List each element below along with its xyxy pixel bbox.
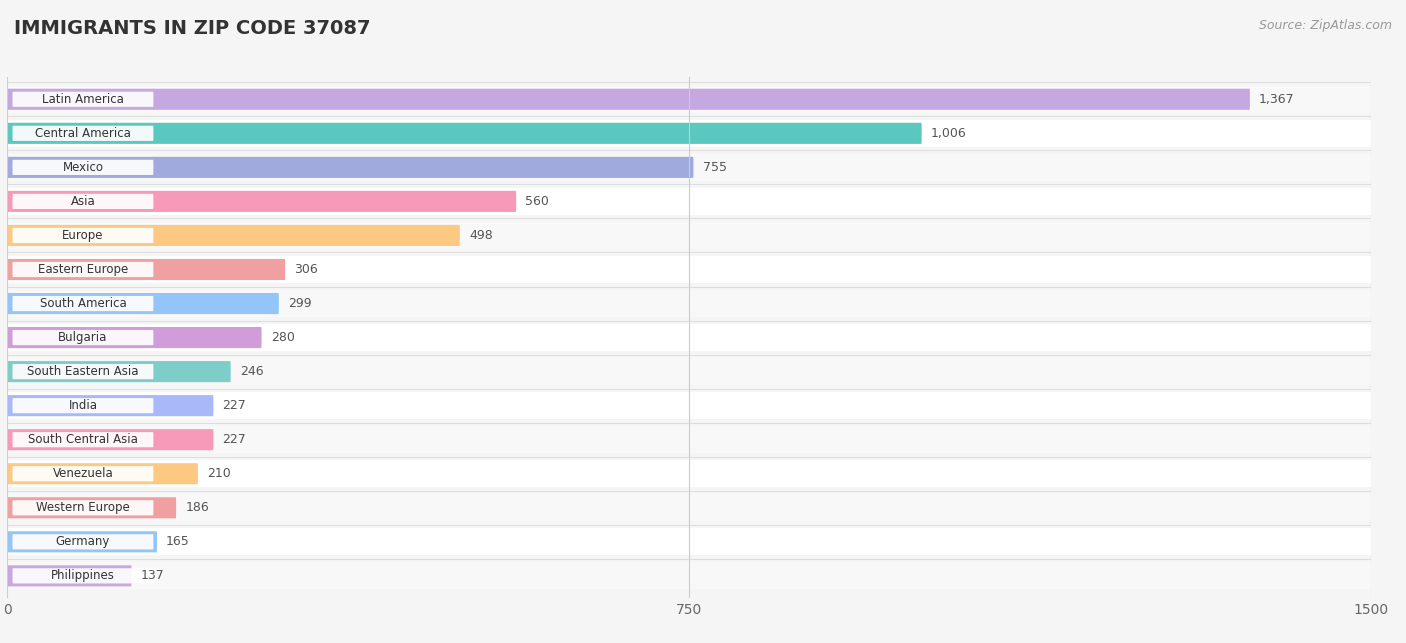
Text: Mexico: Mexico (62, 161, 104, 174)
Text: 227: 227 (222, 433, 246, 446)
FancyBboxPatch shape (7, 324, 1371, 351)
Text: 1,367: 1,367 (1258, 93, 1295, 106)
Text: 560: 560 (526, 195, 550, 208)
FancyBboxPatch shape (13, 92, 153, 107)
Text: Eastern Europe: Eastern Europe (38, 263, 128, 276)
FancyBboxPatch shape (7, 256, 1371, 283)
FancyBboxPatch shape (7, 154, 1371, 181)
FancyBboxPatch shape (7, 225, 460, 246)
Text: IMMIGRANTS IN ZIP CODE 37087: IMMIGRANTS IN ZIP CODE 37087 (14, 19, 371, 39)
FancyBboxPatch shape (7, 120, 1371, 147)
FancyBboxPatch shape (7, 290, 1371, 317)
FancyBboxPatch shape (7, 259, 285, 280)
FancyBboxPatch shape (7, 562, 1371, 590)
FancyBboxPatch shape (13, 126, 153, 141)
Text: Central America: Central America (35, 127, 131, 140)
FancyBboxPatch shape (7, 327, 262, 348)
FancyBboxPatch shape (13, 432, 153, 448)
Text: 498: 498 (470, 229, 492, 242)
Text: Europe: Europe (62, 229, 104, 242)
FancyBboxPatch shape (7, 222, 1371, 249)
FancyBboxPatch shape (13, 568, 153, 583)
FancyBboxPatch shape (7, 293, 278, 314)
FancyBboxPatch shape (7, 494, 1371, 521)
FancyBboxPatch shape (13, 228, 153, 243)
FancyBboxPatch shape (7, 460, 1371, 487)
FancyBboxPatch shape (13, 466, 153, 482)
Text: 299: 299 (288, 297, 312, 310)
FancyBboxPatch shape (13, 534, 153, 549)
FancyBboxPatch shape (13, 398, 153, 413)
FancyBboxPatch shape (7, 395, 214, 416)
Text: Bulgaria: Bulgaria (58, 331, 108, 344)
FancyBboxPatch shape (7, 497, 176, 518)
FancyBboxPatch shape (13, 159, 153, 175)
Text: Germany: Germany (56, 536, 110, 548)
FancyBboxPatch shape (7, 188, 1371, 215)
Text: South America: South America (39, 297, 127, 310)
FancyBboxPatch shape (7, 361, 231, 382)
Text: 280: 280 (271, 331, 295, 344)
Text: 165: 165 (166, 536, 190, 548)
Text: South Eastern Asia: South Eastern Asia (27, 365, 139, 378)
Text: Asia: Asia (70, 195, 96, 208)
FancyBboxPatch shape (7, 463, 198, 484)
Text: Source: ZipAtlas.com: Source: ZipAtlas.com (1258, 19, 1392, 32)
Text: 186: 186 (186, 502, 209, 514)
FancyBboxPatch shape (7, 191, 516, 212)
Text: 210: 210 (207, 467, 231, 480)
FancyBboxPatch shape (13, 364, 153, 379)
FancyBboxPatch shape (7, 426, 1371, 453)
FancyBboxPatch shape (7, 157, 693, 178)
FancyBboxPatch shape (13, 194, 153, 209)
Text: India: India (69, 399, 97, 412)
FancyBboxPatch shape (13, 330, 153, 345)
FancyBboxPatch shape (13, 500, 153, 516)
FancyBboxPatch shape (7, 531, 157, 552)
Text: South Central Asia: South Central Asia (28, 433, 138, 446)
FancyBboxPatch shape (7, 89, 1250, 110)
Text: 1,006: 1,006 (931, 127, 966, 140)
FancyBboxPatch shape (13, 296, 153, 311)
FancyBboxPatch shape (7, 358, 1371, 385)
FancyBboxPatch shape (7, 528, 1371, 556)
FancyBboxPatch shape (7, 392, 1371, 419)
FancyBboxPatch shape (7, 565, 132, 586)
Text: Western Europe: Western Europe (37, 502, 129, 514)
FancyBboxPatch shape (7, 429, 214, 450)
Text: 755: 755 (703, 161, 727, 174)
Text: 227: 227 (222, 399, 246, 412)
FancyBboxPatch shape (13, 262, 153, 277)
Text: Latin America: Latin America (42, 93, 124, 106)
Text: 306: 306 (294, 263, 318, 276)
FancyBboxPatch shape (7, 123, 922, 144)
Text: Venezuela: Venezuela (52, 467, 114, 480)
Text: 137: 137 (141, 569, 165, 583)
Text: Philippines: Philippines (51, 569, 115, 583)
Text: 246: 246 (240, 365, 263, 378)
FancyBboxPatch shape (7, 86, 1371, 113)
